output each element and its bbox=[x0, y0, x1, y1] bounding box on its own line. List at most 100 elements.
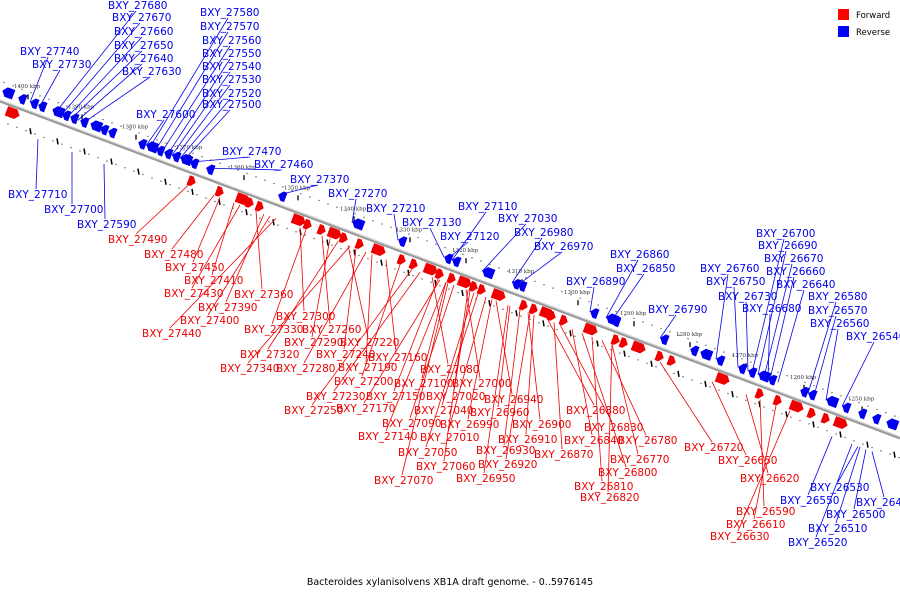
reverse-gene-arrow[interactable] bbox=[29, 97, 40, 110]
forward-gene-arrow[interactable] bbox=[558, 314, 570, 327]
forward-gene-arrow[interactable] bbox=[186, 175, 198, 187]
reverse-gene-arrow[interactable] bbox=[37, 100, 48, 113]
gene-label[interactable]: BXY_26800 bbox=[598, 467, 657, 479]
gene-label[interactable]: BXY_27530 bbox=[202, 74, 261, 86]
gene-label[interactable]: BXY_27110 bbox=[458, 201, 517, 213]
gene-label[interactable]: BXY_26850 bbox=[616, 263, 675, 275]
reverse-gene-arrow[interactable] bbox=[205, 163, 216, 176]
reverse-gene-arrow[interactable] bbox=[511, 278, 522, 290]
gene-label[interactable]: BXY_26810 bbox=[574, 481, 633, 493]
gene-label[interactable]: BXY_27550 bbox=[202, 48, 261, 60]
gene-label[interactable]: BXY_27410 bbox=[184, 275, 243, 287]
gene-label[interactable]: BXY_27290 bbox=[284, 337, 343, 349]
gene-label[interactable]: BXY_26760 bbox=[700, 263, 759, 275]
forward-gene-arrow[interactable] bbox=[370, 243, 388, 257]
reverse-gene-arrow[interactable] bbox=[799, 385, 810, 398]
forward-gene-arrow[interactable] bbox=[446, 272, 458, 285]
reverse-gene-arrow[interactable] bbox=[443, 252, 454, 265]
gene-label[interactable]: BXY_27400 bbox=[180, 315, 239, 327]
forward-gene-arrow[interactable] bbox=[434, 268, 446, 280]
forward-gene-arrow[interactable] bbox=[754, 387, 766, 400]
forward-gene-arrow[interactable] bbox=[254, 200, 266, 213]
reverse-gene-arrow[interactable] bbox=[89, 119, 104, 133]
gene-label[interactable]: BXY_26630 bbox=[710, 531, 769, 543]
forward-gene-arrow[interactable] bbox=[214, 185, 226, 198]
forward-gene-arrow[interactable] bbox=[476, 283, 488, 296]
forward-gene-arrow[interactable] bbox=[354, 238, 366, 250]
gene-label[interactable]: BXY_26930 bbox=[476, 445, 535, 457]
gene-label[interactable]: BXY_26580 bbox=[808, 291, 867, 303]
gene-label[interactable]: BXY_27600 bbox=[136, 109, 195, 121]
gene-label[interactable]: BXY_27240 bbox=[316, 349, 375, 361]
reverse-gene-arrow[interactable] bbox=[99, 123, 110, 136]
forward-gene-arrow[interactable] bbox=[630, 340, 648, 355]
gene-label[interactable]: BXY_26650 bbox=[718, 455, 777, 467]
gene-label[interactable]: BXY_26490 bbox=[856, 497, 900, 509]
gene-label[interactable]: BXY_26680 bbox=[742, 303, 801, 315]
gene-label[interactable]: BXY_27360 bbox=[234, 289, 293, 301]
gene-label[interactable]: BXY_27390 bbox=[198, 302, 257, 314]
forward-gene-arrow[interactable] bbox=[244, 197, 256, 209]
gene-label[interactable]: BXY_26620 bbox=[740, 473, 799, 485]
gene-label[interactable]: BXY_27010 bbox=[420, 432, 479, 444]
gene-label[interactable]: BXY_26590 bbox=[736, 506, 795, 518]
gene-label[interactable]: BXY_26750 bbox=[706, 276, 765, 288]
forward-gene-arrow[interactable] bbox=[788, 399, 806, 414]
gene-label[interactable]: BXY_27460 bbox=[254, 159, 313, 171]
gene-label[interactable]: BXY_27150 bbox=[366, 391, 425, 403]
gene-label[interactable]: BXY_27660 bbox=[114, 26, 173, 38]
gene-label[interactable]: BXY_27040 bbox=[414, 405, 473, 417]
gene-label[interactable]: BXY_27630 bbox=[122, 66, 181, 78]
gene-label[interactable]: BXY_26640 bbox=[776, 279, 835, 291]
reverse-gene-arrow[interactable] bbox=[1, 86, 16, 100]
forward-gene-arrow[interactable] bbox=[316, 223, 328, 236]
gene-label[interactable]: BXY_27060 bbox=[416, 461, 475, 473]
forward-gene-arrow[interactable] bbox=[234, 192, 252, 206]
gene-label[interactable]: BXY_27170 bbox=[336, 403, 395, 415]
gene-label[interactable]: BXY_27160 bbox=[368, 352, 427, 364]
gene-label[interactable]: BXY_26990 bbox=[440, 419, 499, 431]
gene-label[interactable]: BXY_26540 bbox=[846, 331, 900, 343]
gene-label[interactable]: BXY_26970 bbox=[534, 241, 593, 253]
gene-label[interactable]: BXY_26530 bbox=[810, 482, 869, 494]
forward-gene-arrow[interactable] bbox=[396, 253, 408, 266]
gene-label[interactable]: BXY_27590 bbox=[77, 219, 136, 231]
forward-gene-arrow[interactable] bbox=[326, 226, 344, 241]
forward-gene-arrow[interactable] bbox=[302, 218, 314, 231]
reverse-gene-arrow[interactable] bbox=[517, 280, 528, 293]
gene-label[interactable]: BXY_26520 bbox=[788, 537, 847, 549]
reverse-gene-arrow[interactable] bbox=[155, 144, 166, 157]
gene-label[interactable]: BXY_26770 bbox=[610, 454, 669, 466]
gene-label[interactable]: BXY_27220 bbox=[340, 337, 399, 349]
gene-label[interactable]: BXY_27490 bbox=[108, 234, 167, 246]
gene-label[interactable]: BXY_27320 bbox=[240, 349, 299, 361]
reverse-gene-arrow[interactable] bbox=[189, 157, 200, 170]
gene-label[interactable]: BXY_27140 bbox=[358, 431, 417, 443]
forward-gene-arrow[interactable] bbox=[468, 280, 480, 293]
gene-label[interactable]: BXY_27330 bbox=[244, 324, 303, 336]
reverse-gene-arrow[interactable] bbox=[841, 401, 852, 414]
gene-label[interactable]: BXY_27000 bbox=[452, 378, 511, 390]
reverse-gene-arrow[interactable] bbox=[757, 369, 772, 383]
gene-label[interactable]: BXY_26510 bbox=[808, 523, 867, 535]
gene-label[interactable]: BXY_26700 bbox=[756, 228, 815, 240]
gene-label[interactable]: BXY_27260 bbox=[302, 324, 361, 336]
gene-label[interactable]: BXY_27340 bbox=[220, 363, 279, 375]
gene-label[interactable]: BXY_27520 bbox=[202, 88, 261, 100]
reverse-gene-arrow[interactable] bbox=[871, 412, 882, 425]
forward-gene-arrow[interactable] bbox=[456, 275, 474, 289]
forward-gene-arrow[interactable] bbox=[518, 299, 530, 312]
forward-gene-arrow[interactable] bbox=[806, 407, 818, 419]
gene-label[interactable]: BXY_27440 bbox=[142, 328, 201, 340]
gene-label[interactable]: BXY_27200 bbox=[334, 376, 393, 388]
gene-label[interactable]: BXY_27120 bbox=[440, 231, 499, 243]
gene-label[interactable]: BXY_26690 bbox=[758, 240, 817, 252]
reverse-gene-arrow[interactable] bbox=[61, 109, 72, 122]
gene-label[interactable]: BXY_26840 bbox=[564, 435, 623, 447]
reverse-gene-arrow[interactable] bbox=[747, 366, 758, 379]
gene-label[interactable]: BXY_26670 bbox=[764, 253, 823, 265]
gene-label[interactable]: BXY_27470 bbox=[222, 146, 281, 158]
gene-label[interactable]: BXY_26560 bbox=[810, 318, 869, 330]
reverse-gene-arrow[interactable] bbox=[857, 407, 868, 420]
reverse-gene-arrow[interactable] bbox=[351, 217, 366, 231]
